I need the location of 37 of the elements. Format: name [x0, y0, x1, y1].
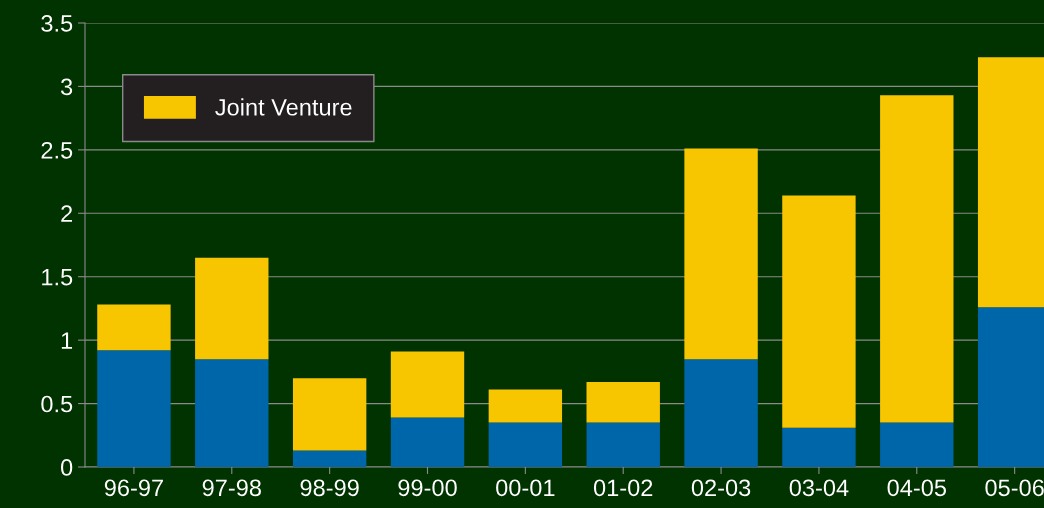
bar [782, 195, 856, 428]
bar [684, 359, 758, 467]
bar [97, 350, 171, 467]
bar [195, 257, 269, 360]
bar [292, 450, 367, 467]
x-tick-label: 99-00 [398, 479, 457, 497]
bar [488, 389, 563, 423]
bar [292, 378, 367, 451]
bar [880, 95, 954, 423]
y-tick-label: 2 [61, 205, 73, 222]
bar [390, 351, 465, 418]
x-tick-label: 01-02 [593, 479, 653, 497]
bar [586, 382, 660, 423]
bar [97, 304, 171, 351]
legend-label: Joint Venture [215, 98, 352, 116]
bar [586, 422, 660, 467]
x-tick-label: 03-04 [789, 479, 849, 497]
x-tick-label: 97-98 [202, 479, 261, 497]
y-tick-label: 0.5 [41, 395, 73, 413]
bar [880, 422, 954, 467]
bar [195, 359, 269, 467]
x-tick-label: 96-97 [104, 479, 163, 497]
y-tick-label: 2.5 [41, 141, 73, 159]
y-tick-label: 3 [60, 78, 73, 96]
x-tick-label: 00-01 [496, 479, 555, 497]
y-tick-label: 0 [60, 459, 73, 476]
y-tick-label: 1 [61, 332, 73, 349]
x-tick-label: 05-06 [985, 479, 1044, 497]
x-tick-label: 04-05 [887, 479, 946, 497]
x-tick-label: 02-03 [691, 479, 751, 497]
bar [684, 148, 758, 360]
bar [390, 417, 465, 467]
y-tick-label: 1.5 [42, 269, 73, 286]
bar [488, 422, 563, 467]
y-tick-label: 3.5 [41, 15, 73, 32]
x-tick-label: 98-99 [300, 479, 359, 497]
bar [782, 427, 856, 467]
